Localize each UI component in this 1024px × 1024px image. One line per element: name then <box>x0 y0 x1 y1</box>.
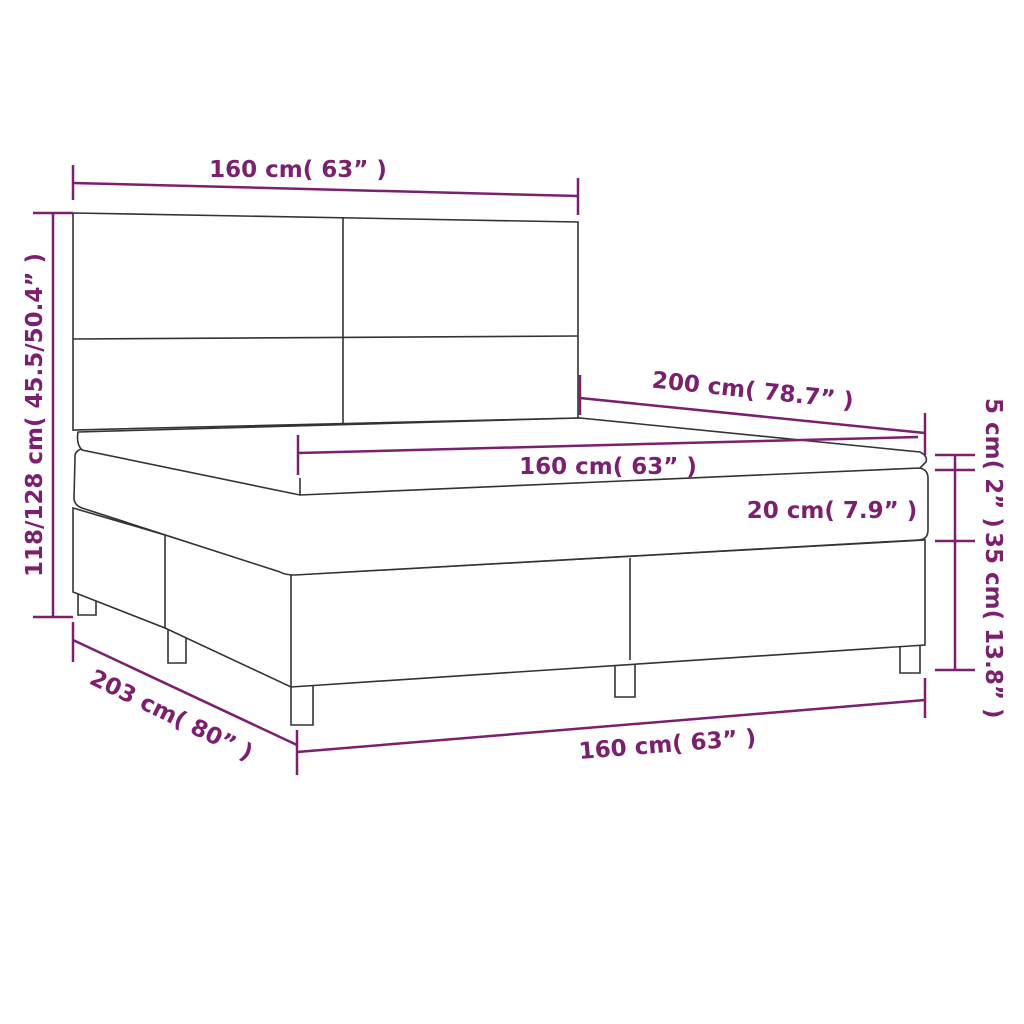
base-width-label: 160 cm( 63” ) <box>578 725 757 765</box>
topper <box>76 417 928 496</box>
headboard <box>72 212 579 431</box>
mattress-height-label: 20 cm( 7.9” ) <box>747 498 918 524</box>
base-height-label: 35 cm( 13.8” ) <box>980 532 1006 719</box>
bed-illustration <box>72 212 929 726</box>
total-length-label: 203 cm( 80” ) <box>85 665 256 766</box>
total-height-label: 118/128 cm( 45.5/50.4” ) <box>22 253 48 577</box>
headboard-width-label: 160 cm( 63” ) <box>209 157 387 183</box>
mattress-width-label: 160 cm( 63” ) <box>519 454 697 480</box>
topper-height-label: 5 cm( 2” ) <box>980 398 1006 528</box>
dimension-lines <box>33 165 975 775</box>
